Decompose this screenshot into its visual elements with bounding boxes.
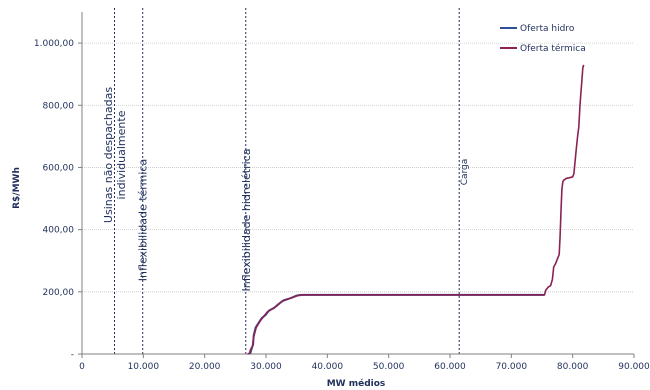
vline-label-3: Carga — [460, 159, 470, 186]
grid-layer — [82, 42, 634, 293]
x-tick-label: 50.000 — [373, 362, 405, 372]
y-tick-label: 600,00 — [43, 163, 75, 173]
x-tick-label: 70.000 — [496, 362, 528, 372]
vline-label-0: individualmente — [115, 110, 128, 199]
legend-label-0: Oferta hidro — [520, 24, 575, 34]
x-tick-label: 60.000 — [434, 362, 466, 372]
x-tick-label: 20.000 — [189, 362, 221, 372]
legend-layer: Oferta hidro Oferta térmica — [500, 24, 586, 54]
legend-label-1: Oferta térmica — [520, 43, 586, 54]
y-tick-label: - — [71, 350, 74, 360]
y-axis-title: R$/MWh — [12, 167, 22, 209]
vline-label-1: Inflexibilidade térmica — [137, 159, 150, 281]
x-tick-label: 40.000 — [312, 362, 344, 372]
x-tick-label: 80.000 — [557, 362, 589, 372]
vline-label-0: Usinas não despachadas — [102, 87, 115, 223]
x-tick-label: 10.000 — [128, 362, 160, 372]
x-tick-label: 30.000 — [250, 362, 282, 372]
axis-layer: - 200,00 400,00 600,00 800,00 1.000,00 0 10.000… — [34, 12, 650, 372]
series-line-hidro — [249, 293, 545, 355]
y-tick-label: 800,00 — [43, 101, 75, 111]
x-axis-title: MW médios — [327, 378, 386, 389]
y-tick-label: 200,00 — [43, 288, 75, 298]
y-tick-label: 400,00 — [43, 226, 75, 236]
series-layer — [247, 64, 585, 355]
vline-layer: Usinas não despachadas individualmente Inf… — [102, 8, 470, 354]
series-line-termica — [247, 64, 585, 355]
y-tick-label: 1.000,00 — [34, 39, 74, 49]
x-tick-label: 0 — [79, 362, 85, 372]
vline-label-2: Inflexibilidade hidrelétrica — [240, 149, 253, 292]
x-tick-label: 90.000 — [618, 362, 650, 372]
